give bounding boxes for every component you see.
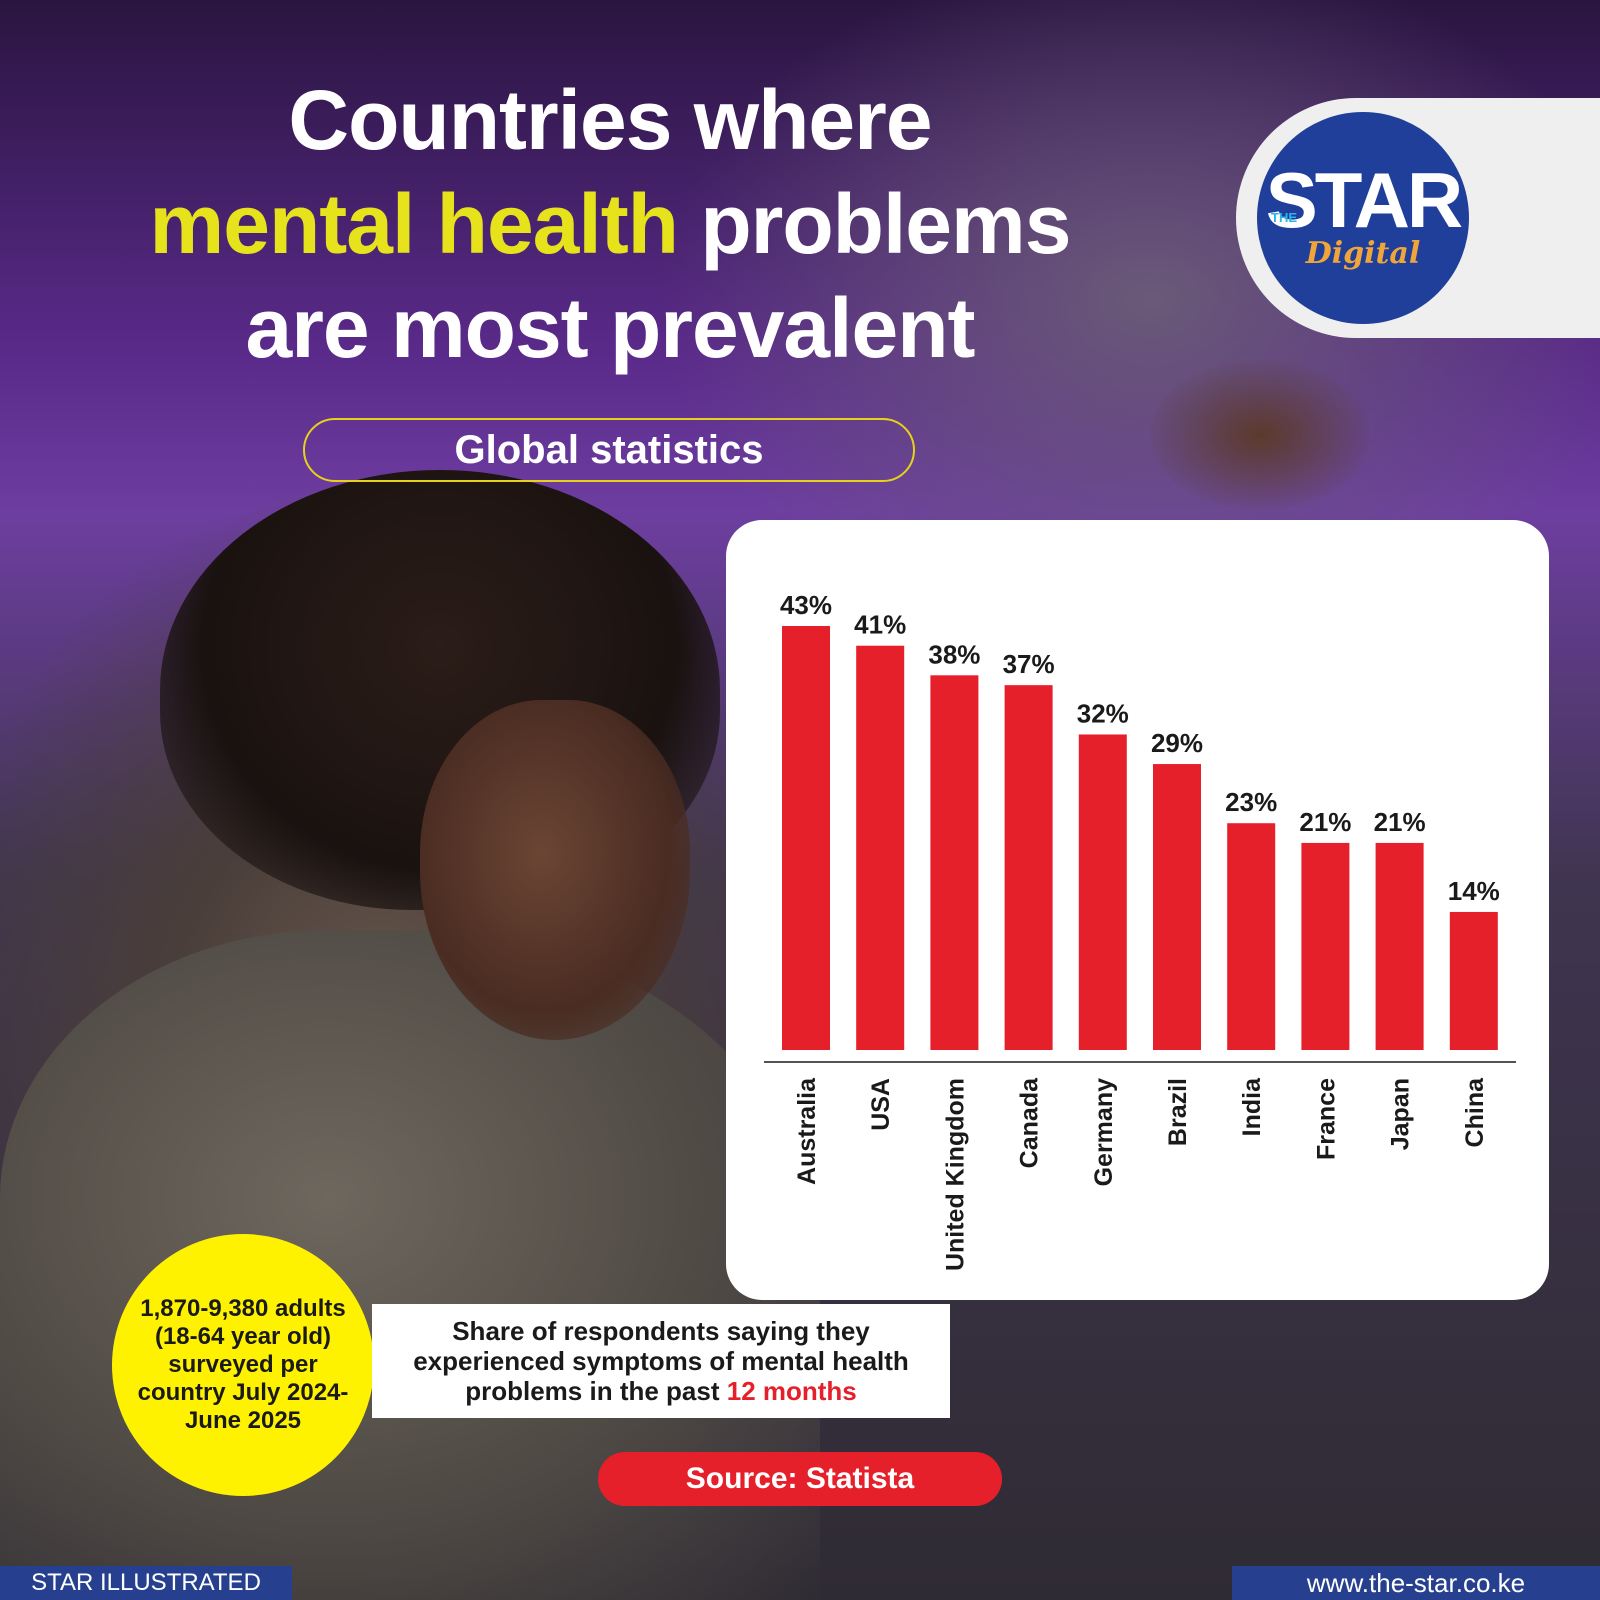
logo-digital-text: Digital xyxy=(1305,236,1421,271)
background-photo-face xyxy=(420,700,690,1040)
footer-url: www.the-star.co.ke xyxy=(1232,1566,1600,1600)
data-label: 38% xyxy=(928,639,980,669)
bar-australia xyxy=(782,626,830,1050)
bar-usa xyxy=(856,645,905,1050)
bar-china xyxy=(1449,911,1498,1050)
category-label: Australia xyxy=(793,1077,821,1185)
bar-chart: 43% Australia 41% USA 38% United Kingdom 37% Ca… xyxy=(764,590,1516,1271)
title-line-1: Countries where xyxy=(288,73,932,167)
logo-the-text: THE xyxy=(1271,210,1297,225)
category-label: France xyxy=(1312,1078,1340,1160)
bar-france xyxy=(1301,842,1350,1050)
chart-caption: Share of respondents saying they experie… xyxy=(372,1304,950,1418)
data-label: 23% xyxy=(1225,787,1277,817)
data-label: 41% xyxy=(854,610,906,640)
title-line-3: are most prevalent xyxy=(245,281,976,375)
category-label: USA xyxy=(867,1078,895,1131)
data-label: 21% xyxy=(1299,807,1351,837)
data-label: 32% xyxy=(1077,698,1129,728)
bar-canada xyxy=(1004,685,1053,1050)
category-label: Brazil xyxy=(1164,1078,1192,1146)
bar-japan xyxy=(1375,842,1424,1050)
chart-card: 43% Australia 41% USA 38% United Kingdom 37% Ca… xyxy=(726,520,1549,1300)
caption-highlight: 12 months xyxy=(726,1376,857,1406)
category-label: United Kingdom xyxy=(941,1078,969,1271)
category-label: Japan xyxy=(1387,1078,1415,1150)
title-line-2-rest: problems xyxy=(700,177,1071,271)
data-label: 37% xyxy=(1003,649,1055,679)
bar-india xyxy=(1227,823,1276,1050)
bar-united-kingdom xyxy=(930,675,979,1050)
survey-badge: 1,870-9,380 adults (18-64 year old) surv… xyxy=(112,1234,374,1496)
title-highlight: mental health xyxy=(149,177,679,271)
bar-germany xyxy=(1078,734,1127,1050)
title-line-2: mental health problems xyxy=(40,172,1180,276)
category-label: China xyxy=(1461,1077,1489,1148)
caption-text: Share of respondents saying they experie… xyxy=(413,1316,909,1406)
category-label: India xyxy=(1238,1077,1266,1136)
source-pill: Source: Statista xyxy=(598,1452,1002,1506)
page-title: Countries where mental health problems a… xyxy=(40,68,1180,380)
bar-brazil xyxy=(1153,764,1201,1050)
star-logo: STAR Digital xyxy=(1257,112,1469,324)
background-photo-hand xyxy=(1150,360,1370,510)
footer-credit: STAR ILLUSTRATED xyxy=(0,1566,292,1600)
subtitle-pill: Global statistics xyxy=(303,418,915,482)
category-label: Canada xyxy=(1016,1077,1044,1168)
data-label: 43% xyxy=(780,590,832,620)
data-label: 21% xyxy=(1374,807,1426,837)
logo-star-text: STAR xyxy=(1265,156,1464,244)
data-label: 29% xyxy=(1151,728,1203,758)
data-label: 14% xyxy=(1448,876,1500,906)
category-label: Germany xyxy=(1090,1078,1118,1186)
